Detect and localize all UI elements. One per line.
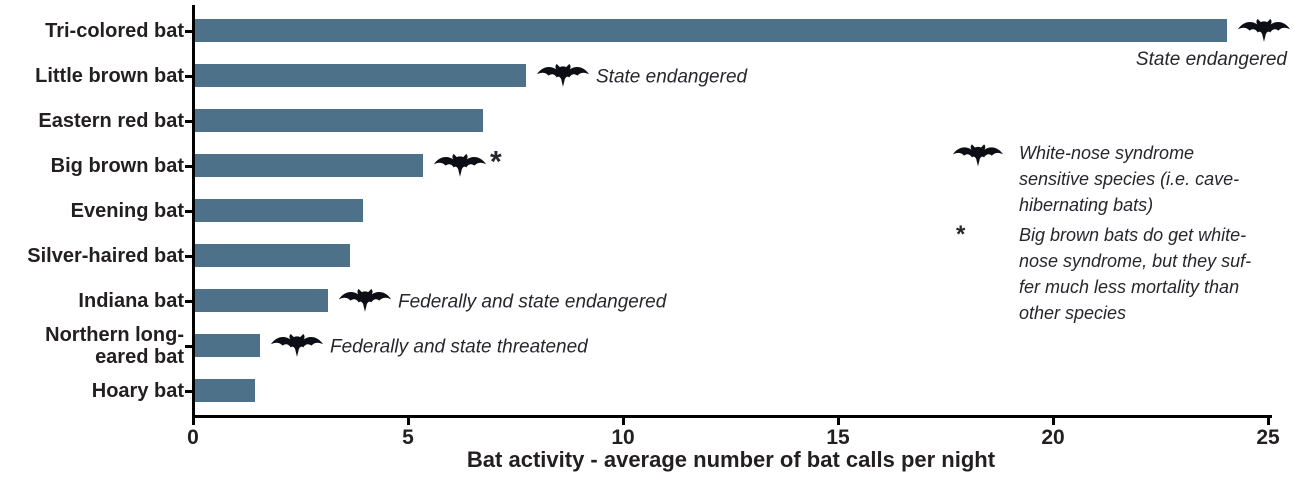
legend-text-line: Big brown bats do get white- (1019, 225, 1247, 245)
legend-text-line: other species (1019, 303, 1127, 323)
legend-item: White-nose syndrome sensitive species (i.… (952, 140, 1282, 218)
y-axis-tick (185, 75, 192, 78)
x-tick-label: 15 (826, 426, 850, 449)
bat-icon (1237, 18, 1291, 42)
y-axis-tick (185, 210, 192, 213)
category-label-line: eared bat (95, 346, 184, 368)
category-label: Silver-haired bat (0, 245, 184, 267)
x-tick-label: 0 (187, 426, 199, 449)
bat-icon (433, 153, 487, 177)
legend-text-line: sensitive species (i.e. cave- (1019, 169, 1240, 189)
bar-big-brown-bat (195, 154, 423, 177)
x-axis-tick (622, 418, 625, 425)
x-tick-label: 5 (402, 426, 414, 449)
x-axis-tick (1052, 418, 1055, 425)
category-label: Tri-colored bat (0, 20, 184, 42)
bat-icon (270, 333, 324, 357)
x-axis-line (192, 415, 1272, 418)
legend-marker: * (952, 222, 1019, 248)
category-label: Little brown bat (0, 65, 184, 87)
bar-annotation: Federally and state threatened (270, 333, 588, 361)
category-label-line: Big brown bat (50, 155, 184, 177)
legend-item: * Big brown bats do get white-nose syndro… (952, 222, 1282, 326)
legend-text: White-nose syndrome sensitive species (i.… (1019, 140, 1239, 218)
bar-evening-bat (195, 199, 363, 222)
bat-icon (536, 63, 590, 87)
bar-silver-haired-bat (195, 244, 350, 267)
annotation-text: Federally and state threatened (330, 336, 588, 357)
bar-annotation (1237, 18, 1291, 46)
bar-northern-long-eared-bat (195, 334, 260, 357)
bar-annotation: * (433, 147, 502, 181)
category-label: Eastern red bat (0, 110, 184, 132)
y-axis-tick (185, 165, 192, 168)
bar-little-brown-bat (195, 64, 526, 87)
legend-text-line: nose syndrome, but they suf- (1019, 251, 1252, 271)
x-tick-label: 20 (1041, 426, 1065, 449)
category-label-line: Indiana bat (78, 290, 184, 312)
annotation-text: State endangered (596, 66, 748, 87)
annotation-text: Federally and state endangered (398, 291, 667, 312)
bat-icon (952, 144, 1004, 167)
category-label: Hoary bat (0, 380, 184, 402)
y-axis-tick (185, 255, 192, 258)
category-label-line: Northern long- (45, 324, 184, 346)
y-axis-tick (185, 390, 192, 393)
category-label: Evening bat (0, 200, 184, 222)
bat-icon (338, 288, 392, 312)
x-tick-label: 10 (611, 426, 635, 449)
y-axis-line (192, 5, 195, 418)
category-label-line: Hoary bat (91, 380, 184, 402)
asterisk-marker: * (956, 221, 966, 248)
category-label-line: Tri-colored bat (45, 20, 184, 42)
bar-tri-colored-bat (195, 19, 1227, 42)
category-label-line: Evening bat (70, 200, 184, 222)
x-axis-tick (192, 418, 195, 425)
legend-text: Big brown bats do get white-nose syndrom… (1019, 222, 1251, 326)
y-axis-tick (185, 30, 192, 33)
legend-marker (952, 140, 1019, 170)
category-label: Northern long-eared bat (0, 324, 184, 368)
y-axis-tick (185, 345, 192, 348)
legend-text-line: fer much less mortality than (1019, 277, 1240, 297)
bar-annotation: Federally and state endangered (338, 288, 667, 316)
bar-hoary-bat (195, 379, 255, 402)
bar-eastern-red-bat (195, 109, 483, 132)
legend: White-nose syndrome sensitive species (i.… (952, 140, 1282, 330)
legend-text-line: White-nose syndrome (1019, 143, 1195, 163)
y-axis-tick (185, 300, 192, 303)
y-axis-tick (185, 120, 192, 123)
category-label-line: Silver-haired bat (27, 245, 184, 267)
category-label: Big brown bat (0, 155, 184, 177)
x-axis-title: Bat activity - average number of bat cal… (466, 447, 996, 472)
category-label: Indiana bat (0, 290, 184, 312)
bar-annotation: State endangered (536, 63, 748, 91)
annotation-text: State endangered (1135, 49, 1287, 70)
category-label-line: Eastern red bat (38, 110, 184, 132)
x-axis-tick (837, 418, 840, 425)
category-label-line: Little brown bat (35, 65, 184, 87)
legend-text-line: hibernating bats) (1019, 195, 1154, 215)
bar-indiana-bat (195, 289, 328, 312)
x-axis-tick (1267, 418, 1270, 425)
x-tick-label: 25 (1256, 426, 1280, 449)
x-axis-tick (407, 418, 410, 425)
